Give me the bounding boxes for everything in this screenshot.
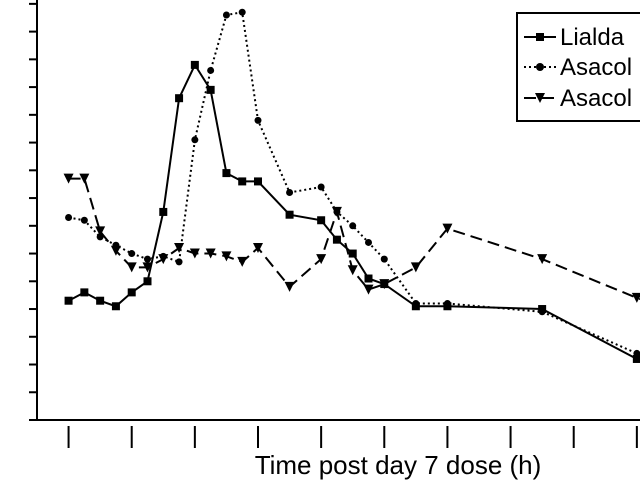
square-data-point — [364, 274, 373, 283]
triangle-data-point — [110, 245, 121, 256]
triangle-data-point — [158, 254, 169, 265]
circle-data-point — [175, 258, 183, 266]
circle-data-point — [191, 136, 199, 144]
circle-data-point — [80, 216, 88, 224]
square-data-point — [64, 296, 73, 305]
triangle-data-point — [79, 173, 90, 184]
square-data-point — [222, 169, 231, 178]
square-data-point — [175, 94, 184, 103]
triangle-data-point — [174, 243, 185, 253]
legend-label: Asacol — [560, 85, 632, 112]
triangle-data-point — [347, 265, 358, 276]
square-data-point — [632, 354, 640, 363]
square-data-point — [190, 60, 199, 69]
chart-legend: Lialda Asacol Asacol — [516, 12, 640, 122]
triangle-data-point — [331, 206, 342, 217]
chart-axes — [29, 0, 640, 448]
circle-data-point — [538, 308, 546, 316]
legend-entry: Lialda — [524, 24, 625, 51]
triangle-data-point — [316, 254, 327, 265]
square-data-point — [159, 207, 168, 216]
triangle-data-point — [142, 262, 153, 273]
legend-triangle-marker — [535, 93, 545, 103]
legend-label: Asacol — [560, 54, 632, 81]
x-axis-label: Time post day 7 dose (h) — [255, 450, 542, 480]
triangle-data-point — [95, 226, 106, 237]
triangle-data-point — [126, 262, 137, 273]
square-data-point — [238, 177, 247, 186]
square-data-point — [96, 296, 105, 305]
triangle-data-point — [537, 254, 548, 265]
circle-data-point — [222, 11, 230, 19]
circle-data-point — [633, 349, 640, 357]
circle-data-point — [286, 189, 294, 197]
square-data-point — [80, 288, 89, 297]
triangle-data-point — [379, 279, 390, 290]
circle-data-point — [207, 66, 215, 74]
triangle-data-point — [237, 256, 248, 267]
circle-data-point — [349, 222, 357, 230]
circle-data-point — [412, 299, 420, 307]
triangle-data-point — [189, 248, 200, 259]
triangle-data-point — [631, 292, 640, 303]
circle-data-point — [144, 255, 151, 263]
square-data-point — [348, 249, 357, 258]
square-data-point — [332, 235, 341, 244]
circle-data-point — [380, 255, 388, 263]
circle-data-point — [254, 116, 262, 124]
square-data-point — [254, 177, 262, 186]
square-data-point — [127, 288, 136, 297]
circle-data-point — [128, 250, 136, 258]
triangle-data-point — [63, 173, 74, 184]
circle-data-point — [65, 213, 73, 221]
triangle-data-point — [284, 281, 295, 292]
legend-entry: Asacol — [524, 54, 632, 81]
triangle-data-point — [205, 248, 216, 259]
square-data-point — [317, 216, 326, 225]
circle-data-point — [238, 8, 246, 16]
legend-entry: Asacol — [524, 85, 632, 112]
legend-square-marker — [536, 33, 544, 41]
circle-data-point — [443, 299, 451, 307]
legend-circle-marker — [536, 63, 544, 71]
square-data-point — [111, 302, 120, 311]
circle-data-point — [317, 183, 325, 191]
square-data-point — [206, 85, 215, 94]
chart-series — [63, 8, 640, 363]
triangle-data-point — [363, 284, 374, 295]
legend-label: Lialda — [560, 24, 625, 51]
triangle-data-point — [221, 251, 232, 262]
circle-data-point — [365, 238, 372, 246]
triangle-data-point — [410, 262, 421, 273]
triangle-data-point — [253, 243, 263, 253]
square-data-point — [143, 277, 152, 286]
triangle-data-point — [442, 223, 453, 234]
square-data-point — [285, 210, 294, 219]
